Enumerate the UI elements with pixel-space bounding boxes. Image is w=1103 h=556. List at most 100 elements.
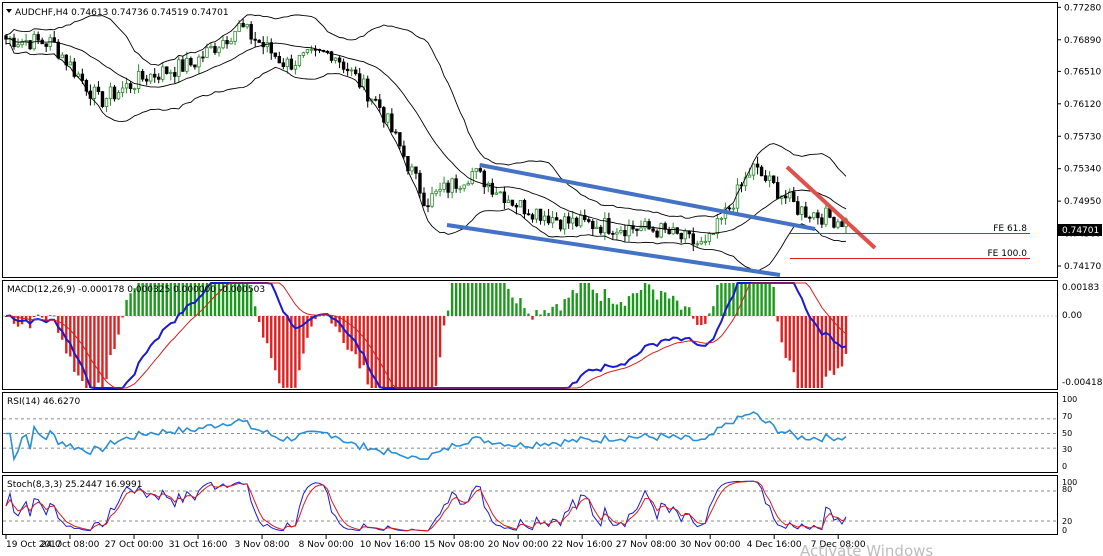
macd-hist-bar <box>386 316 390 388</box>
candle-body <box>804 206 808 218</box>
macd-hist-bar <box>547 313 550 316</box>
macd-hist-bar <box>398 316 402 388</box>
macd-hist-bar <box>471 283 474 316</box>
macd-hist-bar <box>716 284 719 316</box>
macd-hist-bar <box>700 316 703 326</box>
time-tick-label: 27 Nov 08:00 <box>616 540 677 550</box>
stoch-series <box>3 480 1057 532</box>
macd-hist-bar <box>334 316 337 327</box>
candle-body <box>410 166 414 172</box>
macd-hist-bar <box>663 292 667 316</box>
macd-hist-bar <box>599 300 603 316</box>
macd-hist-bar <box>161 283 164 316</box>
macd-hist-bar <box>28 316 32 329</box>
macd-hist-bar <box>523 308 526 316</box>
macd-hist-bar <box>370 316 373 388</box>
macd-hist-bar <box>266 316 269 344</box>
macd-hist-bar <box>844 316 848 354</box>
macd-hist-bar <box>571 290 574 316</box>
macd-hist-bar <box>551 306 554 316</box>
candle-body <box>269 42 273 54</box>
candle-body <box>775 182 780 199</box>
candle-body <box>808 216 812 219</box>
macd-hist-bar <box>217 283 221 316</box>
candle-body <box>502 191 507 204</box>
macd-hist-bar <box>40 316 44 318</box>
candle-body <box>824 207 828 225</box>
macd-hist-bar <box>495 283 498 316</box>
candle-body <box>362 78 366 88</box>
macd-hist-bar <box>792 316 795 373</box>
macd-hist-bar <box>306 316 309 338</box>
candle-body <box>132 88 137 90</box>
drawing-objects[interactable] <box>446 163 877 277</box>
candle-body <box>169 72 173 74</box>
macd-hist-bar <box>643 283 647 316</box>
fibonacci-levels[interactable]: FE 61.8 FE 100.0 <box>790 224 1030 259</box>
candle-body <box>414 166 418 174</box>
candle-body <box>691 233 695 245</box>
macd-hist-bar <box>796 316 799 388</box>
macd-hist-bar <box>245 283 249 316</box>
rsi-tick-100: 100 <box>1062 395 1077 404</box>
candle-body <box>647 221 651 230</box>
time-tick-label: 19 Oct 2017 <box>6 540 62 550</box>
macd-hist-bar <box>680 309 683 316</box>
macd-hist-bar <box>153 283 156 316</box>
price-tick-label: 0.74950 <box>1064 197 1101 207</box>
macd-hist-bar <box>575 293 578 316</box>
macd-hist-bar <box>535 310 538 316</box>
candle-body <box>44 43 48 47</box>
main-price-pane[interactable] <box>2 2 1058 278</box>
macd-hist-bar <box>688 307 691 316</box>
candle-body <box>836 221 840 228</box>
time-tick-label: 30 Nov 00:00 <box>680 540 741 550</box>
candle-body <box>623 230 627 237</box>
candle-body <box>619 230 623 233</box>
macd-hist-bar <box>422 316 426 388</box>
macd-hist-bar <box>555 304 558 316</box>
macd-hist-bar <box>193 283 197 316</box>
candle-body <box>36 34 40 41</box>
candle-body <box>378 99 382 108</box>
macd-signal-line <box>5 282 847 389</box>
candle-body <box>337 57 342 63</box>
time-tick-label: 24 Oct 08:00 <box>41 540 100 550</box>
stoch-pane[interactable] <box>2 475 1058 535</box>
macd-hist-bar <box>89 316 92 388</box>
triangle-down-icon[interactable] <box>6 9 12 13</box>
macd-hist-bar <box>563 299 566 316</box>
candle-body <box>297 55 302 66</box>
candle-body <box>20 41 24 46</box>
channel-upper-line[interactable] <box>479 163 816 231</box>
macd-tick-zero: 0.00 <box>1062 311 1082 321</box>
macd-hist-bar <box>133 288 136 316</box>
candle-body <box>136 71 141 89</box>
candle-body <box>16 44 20 48</box>
candle-body <box>715 218 720 234</box>
macd-hist-bar <box>619 302 623 316</box>
macd-hist-bar <box>117 316 120 335</box>
macd-hist-bar <box>583 283 586 316</box>
channel-lower-line[interactable] <box>446 223 781 277</box>
macd-hist-bar <box>73 316 76 372</box>
macd-hist-bar <box>454 283 458 316</box>
macd-hist-bar <box>81 316 84 382</box>
time-tick-label: 7 Dec 08:00 <box>811 540 866 550</box>
macd-hist-bar <box>157 283 160 316</box>
rsi-pane[interactable] <box>2 392 1058 473</box>
macd-hist-bar <box>258 316 261 322</box>
macd-label: MACD(12,26,9) -0.000178 0.000325 0.00000… <box>7 285 265 295</box>
macd-tick-top: 0.00183 <box>1062 283 1099 293</box>
fib-618-label: FE 61.8 <box>993 224 1027 234</box>
macd-hist-bar <box>579 283 582 316</box>
fib-100-label: FE 100.0 <box>988 249 1028 259</box>
macd-pane[interactable] <box>2 280 1058 390</box>
candle-body <box>349 69 354 72</box>
macd-hist-bar <box>704 316 707 324</box>
trendline-red[interactable] <box>785 165 877 250</box>
macd-hist-bar <box>635 293 639 316</box>
bb-middle-line <box>5 38 847 234</box>
